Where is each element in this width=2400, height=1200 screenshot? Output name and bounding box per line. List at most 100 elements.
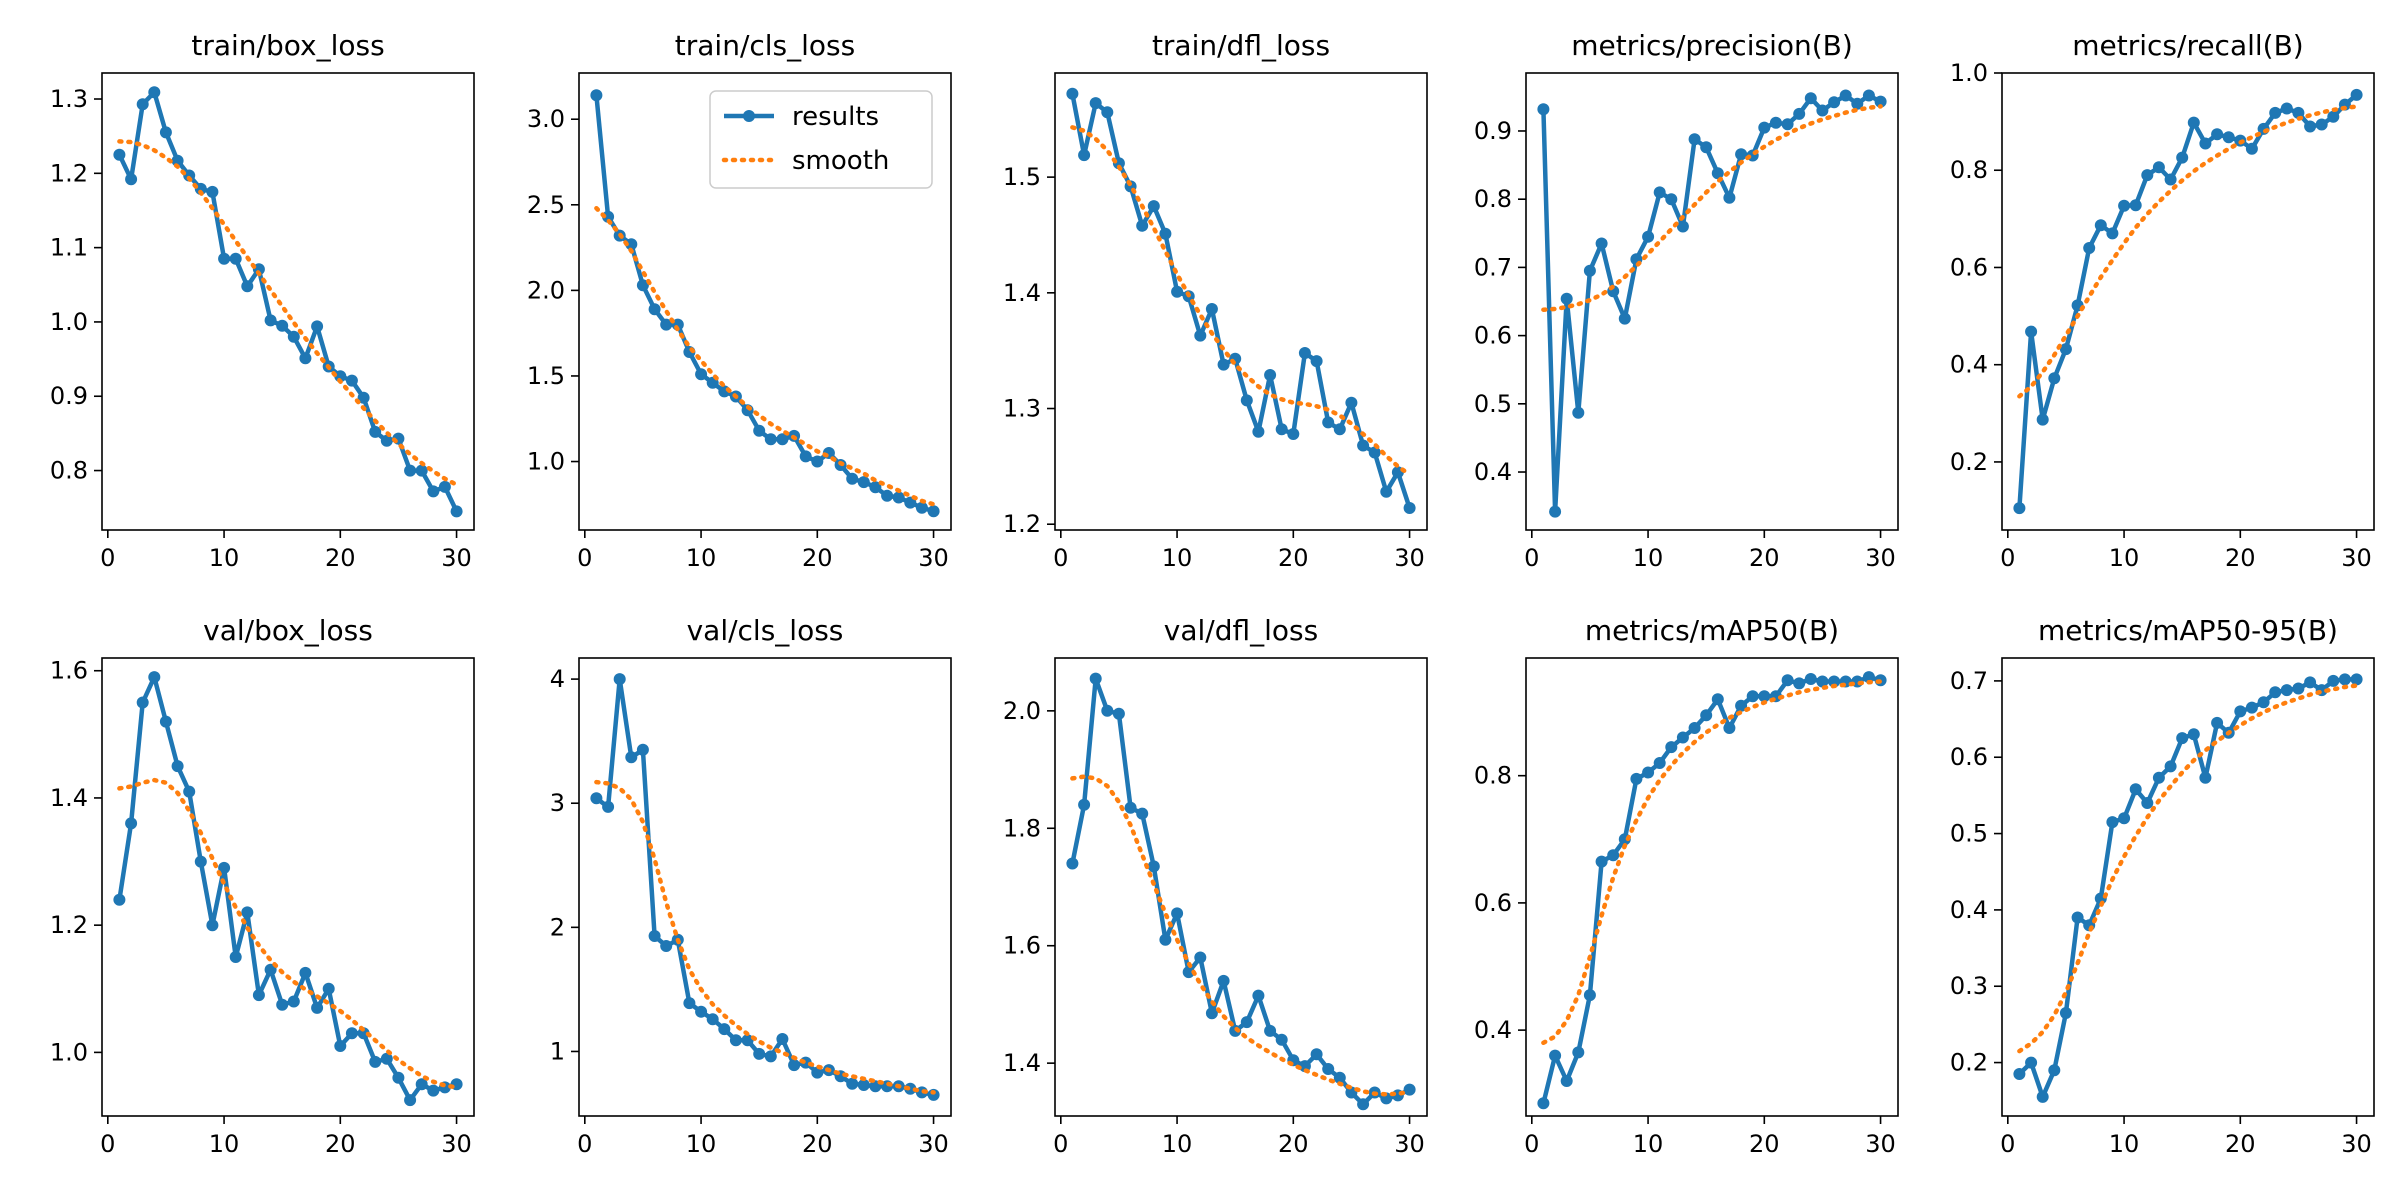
legend: results smooth bbox=[709, 90, 933, 189]
series-results-point bbox=[718, 1023, 731, 1036]
series-results-point bbox=[648, 930, 661, 942]
chart-title: metrics/precision(B) bbox=[1571, 29, 1853, 62]
series-results-point bbox=[683, 997, 696, 1010]
chart-title: metrics/mAP50(B) bbox=[1585, 614, 1839, 647]
series-smooth-line bbox=[2017, 683, 2359, 1054]
series-results-point bbox=[159, 715, 172, 728]
y-tick-label: 0.8 bbox=[50, 457, 88, 485]
series-results-point bbox=[1322, 416, 1335, 429]
series-results-point bbox=[1688, 133, 1701, 146]
series-smooth-line bbox=[2017, 104, 2359, 399]
series-results-point bbox=[1147, 200, 1160, 213]
series-results-point bbox=[636, 743, 649, 756]
x-tick-label: 10 bbox=[2109, 544, 2140, 572]
series-results-point bbox=[660, 318, 673, 331]
series-results-point bbox=[1136, 219, 1149, 232]
series-results-point bbox=[1310, 355, 1323, 368]
series-results-point bbox=[1653, 757, 1666, 769]
series-results-point bbox=[2048, 372, 2061, 385]
series-results-point bbox=[788, 1059, 801, 1072]
chart-train-cls-loss: train/cls_loss 0 10 20 30 1.0 1.5 2.0 2.5 3.0 resu… bbox=[527, 29, 952, 572]
series-results-point bbox=[1078, 149, 1091, 162]
x-tick-label: 10 bbox=[1633, 1130, 1664, 1158]
series-smooth-line bbox=[594, 779, 936, 1095]
plot-frame bbox=[578, 72, 952, 531]
x-tick-label: 20 bbox=[1278, 544, 1309, 572]
series-results-point bbox=[206, 919, 219, 932]
chart-title: val/dfl_loss bbox=[1164, 614, 1318, 647]
series-results-point bbox=[2187, 728, 2200, 741]
series-results-point bbox=[218, 861, 231, 874]
series-results-point bbox=[2118, 199, 2131, 212]
series-results-point bbox=[602, 210, 615, 223]
series-smooth-line bbox=[117, 139, 459, 487]
y-tick-label: 1.2 bbox=[50, 159, 88, 187]
y-tick-label: 1.4 bbox=[50, 784, 88, 812]
y-tick-label: 1.5 bbox=[1003, 163, 1041, 191]
series-results-point bbox=[148, 671, 161, 684]
series-results-point bbox=[2164, 760, 2177, 773]
series-results-point bbox=[1194, 951, 1207, 964]
series-results-point bbox=[2106, 816, 2119, 829]
y-tick-label: 0.5 bbox=[1950, 820, 1988, 848]
series-results-point bbox=[1746, 690, 1759, 703]
series-results-point bbox=[1537, 1097, 1550, 1110]
y-tick-label: 1.8 bbox=[1003, 814, 1041, 842]
series-results-point bbox=[264, 314, 277, 327]
chart-metrics-map50-b: metrics/mAP50(B) 0 10 20 30 0.4 0.6 0.8 bbox=[1474, 614, 1899, 1158]
series-results-point bbox=[2280, 684, 2293, 697]
y-tick-label: 0.8 bbox=[1474, 762, 1512, 790]
y-tick-label: 0.8 bbox=[1950, 156, 1988, 184]
plot-frame bbox=[1525, 72, 1899, 531]
series-results-point bbox=[136, 696, 149, 709]
x-tick-label: 0 bbox=[1524, 1130, 1539, 1158]
x-tick-label: 20 bbox=[802, 544, 833, 572]
x-tick-label: 30 bbox=[441, 1130, 472, 1158]
series-results-point bbox=[2141, 797, 2154, 809]
series-results-point bbox=[404, 1094, 417, 1107]
series-results-point bbox=[1171, 907, 1184, 920]
legend-results-label: results bbox=[792, 102, 879, 132]
chart-title: train/cls_loss bbox=[675, 29, 855, 62]
x-tick-label: 30 bbox=[1865, 1130, 1896, 1158]
x-tick-label: 0 bbox=[1524, 544, 1539, 572]
series-results-point bbox=[1607, 849, 1620, 862]
y-tick-label: 0.4 bbox=[1950, 351, 1988, 379]
series-results-point bbox=[1380, 485, 1393, 498]
series-results-point bbox=[2152, 771, 2165, 784]
series-results-point bbox=[1217, 974, 1230, 987]
y-tick-label: 0.4 bbox=[1474, 458, 1512, 486]
series-results-point bbox=[2327, 674, 2340, 687]
series-results-point bbox=[1252, 425, 1265, 438]
series-results-point bbox=[2350, 88, 2363, 101]
series-results-point bbox=[799, 450, 812, 463]
x-tick-label: 0 bbox=[1053, 544, 1068, 572]
series-results-point bbox=[1159, 227, 1172, 240]
plot-frame bbox=[578, 657, 952, 1117]
series-results-point bbox=[1723, 722, 1736, 734]
series-results-point bbox=[729, 1034, 742, 1047]
y-tick-label: 0.6 bbox=[1474, 889, 1512, 917]
series-results-point bbox=[695, 1005, 708, 1018]
series-results-point bbox=[2164, 173, 2177, 186]
series-results-point bbox=[2257, 696, 2270, 709]
chart-val-dfl-loss: val/dfl_loss 0 10 20 30 1.4 1.6 1.8 2.0 bbox=[1003, 614, 1428, 1158]
series-results-point bbox=[857, 1079, 870, 1091]
series-results-point bbox=[590, 792, 603, 805]
series-results-point bbox=[1403, 502, 1416, 514]
series-results-point bbox=[2315, 118, 2328, 131]
series-results-point bbox=[1240, 394, 1253, 407]
series-results-point bbox=[869, 481, 882, 494]
series-results-point bbox=[1758, 121, 1771, 134]
x-tick-label: 10 bbox=[1162, 544, 1193, 572]
series-results-point bbox=[636, 279, 649, 292]
series-results-point bbox=[2234, 705, 2247, 718]
series-results-point bbox=[334, 1040, 347, 1052]
x-tick-label: 30 bbox=[1394, 1130, 1425, 1158]
y-tick-label: 1.1 bbox=[50, 234, 88, 262]
x-tick-label: 10 bbox=[686, 1130, 717, 1158]
x-tick-label: 30 bbox=[918, 544, 949, 572]
series-results-point bbox=[1781, 674, 1794, 687]
series-results-point bbox=[1310, 1048, 1323, 1061]
